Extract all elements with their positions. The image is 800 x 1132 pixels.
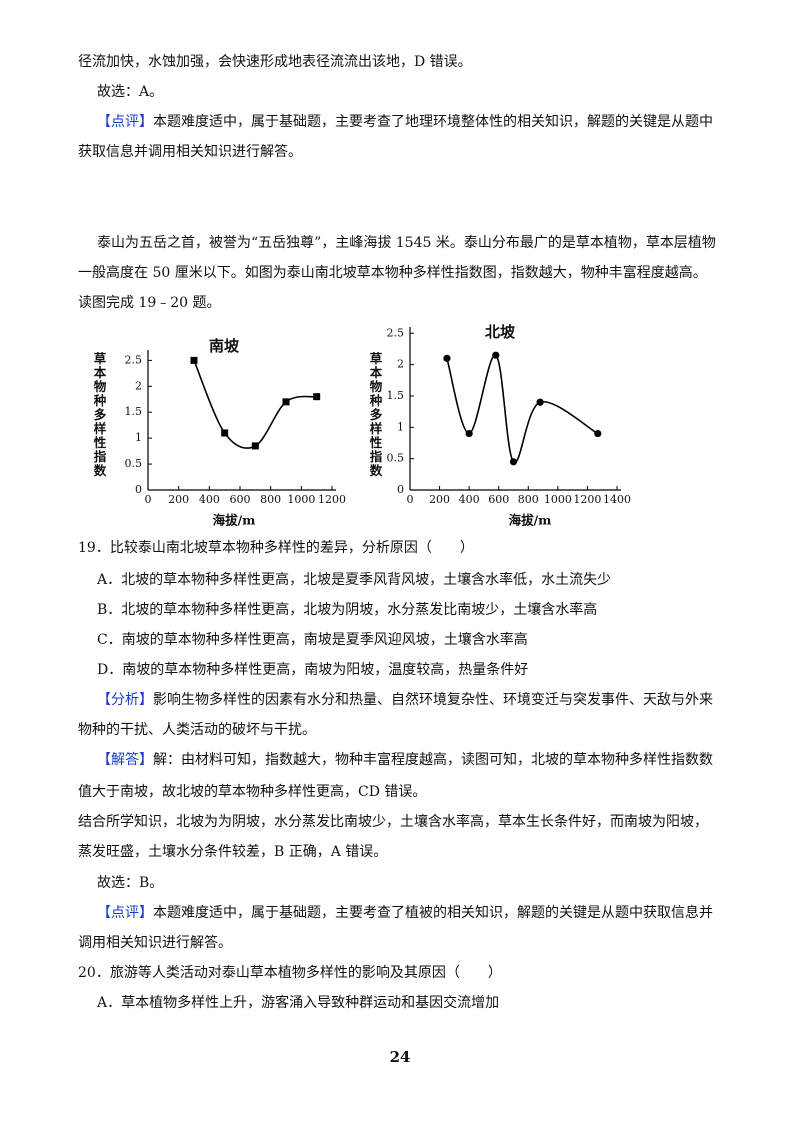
text-line: 故选：A。 [97,84,164,100]
y-tick-label: 2.5 [387,326,405,339]
text-line: 【分析】影响生物多样性的因素有水分和热量、自然环境复杂性、环境变迁与突发事件、天… [97,690,713,710]
data-point [465,429,473,438]
text-line: 物种的干扰、人类活动的破坏与干扰。 [78,722,316,738]
data-point [536,398,544,406]
data-point [282,398,290,406]
data-point [251,442,259,450]
x-tick-label: 200 [168,493,189,506]
text-line: 故选：B。 [97,875,164,891]
label: 【点评】 [97,114,153,130]
x-tick-label: 200 [429,493,450,506]
x-tick-label: 1200 [318,493,346,506]
x-tick-label: 1400 [603,493,631,506]
data-point [443,354,451,362]
x-axis-label: 海拔/m [509,513,552,528]
text-line: 20．旅游等人类活动对泰山草本植物多样性的影响及其原因（ ） [78,965,502,981]
data-line [193,360,317,449]
y-axis-label: 草本物种多样性指数 [368,351,383,478]
data-point [221,429,229,437]
y-tick-label: 1 [135,431,142,444]
text-line: 一般高度在 50 厘米以下。如图为泰山南北坡草本物种多样性指数图，指数越大，物种… [78,265,707,281]
y-tick-label: 2.5 [125,353,143,366]
text-line: B．北坡的草本物种多样性更高，北坡为阴坡，水分蒸发比南坡少，土壤含水率高 [97,602,598,618]
text-line: A．北坡的草本物种多样性更高，北坡是夏季风背风坡，土壤含水率低，水土流失少 [97,572,612,588]
y-tick-label: 0 [135,483,142,496]
x-tick-label: 400 [199,493,220,506]
text: 影响生物多样性的因素有水分和热量、自然环境复杂性、环境变迁与突发事件、天敌与外来 [153,692,713,708]
text-line: C．南坡的草本物种多样性更高，南坡是夏季风迎风坡，土壤含水率高 [97,632,528,648]
text-line: 【点评】本题难度适中，属于基础题，主要考查了地理环境整体性的相关知识，解题的关键… [97,112,713,132]
x-axis-label: 海拔/m [213,513,256,528]
data-point [313,393,321,401]
label: 【分析】 [97,692,153,708]
data-point [190,356,198,364]
x-tick-label: 600 [488,493,509,506]
x-tick-label: 600 [230,493,251,506]
y-tick-label: 1.5 [125,405,143,418]
text-line: D．南坡的草本物种多样性更高，南坡为阳坡，温度较高，热量条件好 [97,662,529,678]
data-point [492,351,500,359]
y-axis-label: 草本物种多样性指数 [92,351,107,478]
text: 本题难度适中，属于基础题，主要考查了植被的相关知识，解题的关键是从题中获取信息并 [153,905,713,921]
y-tick-label: 0.5 [387,452,405,465]
text: 解：由材料可知，指数越大，物种丰富程度越高，读图可知，北坡的草本物种多样性指数数 [153,752,713,768]
chart-title: 南坡 [209,337,239,355]
data-point [594,429,602,438]
text: 本题难度适中，属于基础题，主要考查了地理环境整体性的相关知识，解题的关键是从题中 [153,114,713,130]
y-tick-label: 1.5 [387,389,405,402]
page-number: 24 [389,1048,411,1066]
chart-title: 北坡 [485,323,515,341]
text-line: A．草本植物多样性上升，游客涌入导致种群运动和基因交流增加 [97,995,500,1011]
label: 【解答】 [97,752,153,768]
y-tick-label: 1 [397,420,404,433]
text-line: 调用相关知识进行解答。 [78,935,232,951]
text-line: 获取信息并调用相关知识进行解答。 [78,144,302,160]
x-tick-label: 400 [459,493,480,506]
x-tick-label: 1000 [287,493,315,506]
data-line [446,354,599,463]
text-line: 值大于南坡，故北坡的草本物种多样性更高，CD 错误。 [78,784,427,800]
label: 【点评】 [97,905,153,921]
x-tick-label: 0 [145,493,152,506]
x-tick-label: 1000 [544,493,572,506]
x-tick-label: 800 [518,493,539,506]
text-line: 结合所学知识，北坡为为阴坡，水分蒸发比南坡少，土壤含水率高，草本生长条件好，而南… [78,814,708,830]
x-tick-label: 800 [260,493,281,506]
text-line: 19．比较泰山南北坡草本物种多样性的差异，分析原因（ ） [78,540,474,556]
y-tick-label: 2 [135,379,142,392]
y-tick-label: 2 [397,358,404,371]
text-line: 径流加快，水蚀加强，会快速形成地表径流流出该地，D 错误。 [78,54,472,70]
y-tick-label: 0.5 [125,457,143,470]
text-line: 蒸发旺盛，土壤水分条件较差，B 正确，A 错误。 [78,844,388,860]
data-point [509,458,518,466]
text-line: 【点评】本题难度适中，属于基础题，主要考查了植被的相关知识，解题的关键是从题中获… [97,903,713,923]
text-line: 读图完成 19﹣20 题。 [78,295,221,311]
text-line: 泰山为五岳之首，被誉为“五岳独尊”，主峰海拔 1545 米。泰山分布最广的是草本… [97,235,716,251]
y-tick-label: 0 [397,483,404,496]
text-line: 【解答】解：由材料可知，指数越大，物种丰富程度越高，读图可知，北坡的草本物种多样… [97,750,713,770]
x-tick-label: 0 [407,493,414,506]
x-tick-label: 1200 [573,493,601,506]
